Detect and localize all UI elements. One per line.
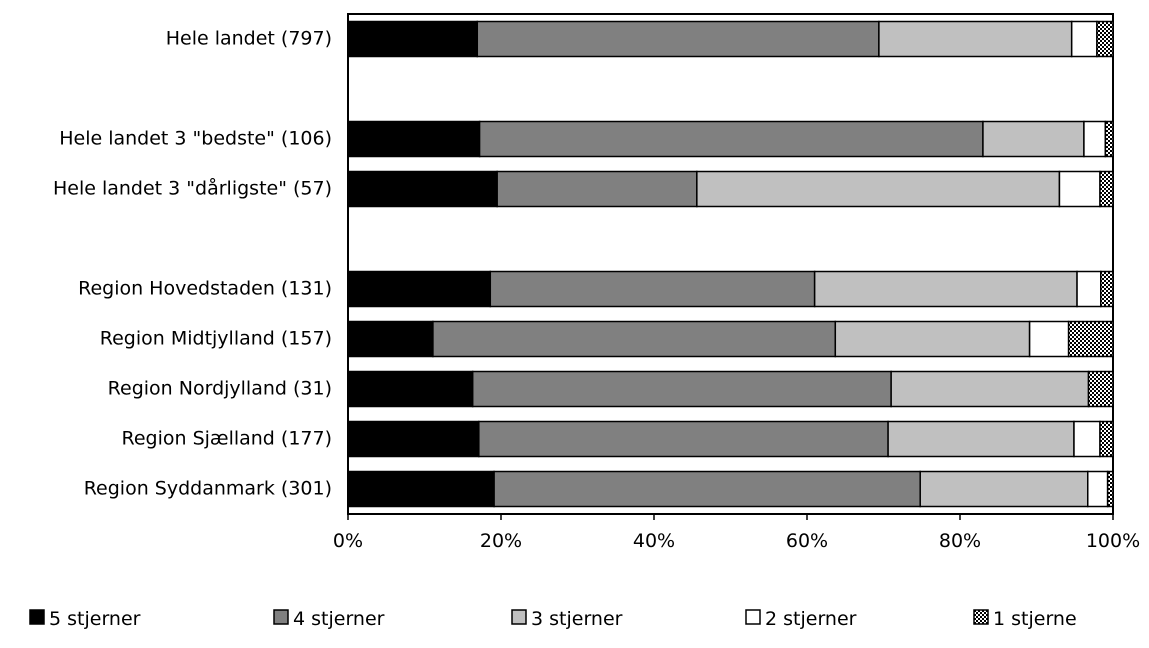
category-label: Region Midtjylland (157): [100, 328, 332, 350]
bar-segment: [347, 370, 474, 408]
bar-segment: [1028, 320, 1070, 358]
x-tick-label: 40%: [633, 530, 675, 552]
x-tick-label: 60%: [786, 530, 828, 552]
bar-segment: [1076, 270, 1102, 308]
legend-label: 4 stjerner: [293, 608, 385, 630]
category-label: Region Nordjylland (31): [108, 378, 332, 400]
bar-segment: [347, 170, 498, 208]
bar-segment: [489, 270, 816, 308]
bar-segment: [476, 20, 880, 58]
category-label: Region Syddanmark (301): [84, 478, 332, 500]
x-tick-label: 0%: [333, 530, 363, 552]
bar-segment: [347, 420, 480, 458]
bar-segment: [1106, 470, 1114, 508]
bar-segment: [1100, 270, 1114, 308]
bar-segment: [813, 270, 1078, 308]
legend: 5 stjerner 4 stjerner 3 stjerner 2 stjerner…: [29, 608, 1077, 630]
bar-segment: [1104, 120, 1114, 158]
legend-swatch: [511, 609, 527, 625]
bar-segment: [478, 120, 984, 158]
bar-segment: [1099, 170, 1114, 208]
bar-segment: [1099, 420, 1114, 458]
legend-label: 3 stjerner: [531, 608, 623, 630]
bar-segment: [478, 420, 889, 458]
legend-label: 5 stjerner: [49, 608, 141, 630]
x-tick-label: 80%: [939, 530, 981, 552]
category-label: Hele landet 3 "bedste" (106): [59, 128, 332, 150]
plot-border: [347, 13, 1114, 515]
bar-segment: [1067, 320, 1114, 358]
bars: [347, 20, 1114, 508]
bar-segment: [696, 170, 1061, 208]
category-label: Hele landet (797): [166, 28, 332, 50]
bar-segment: [1087, 370, 1114, 408]
plot-area: [347, 13, 1114, 515]
bar-segment: [834, 320, 1031, 358]
x-axis: 0% 20% 40% 60% 80% 100%: [333, 514, 1140, 552]
bar-segment: [347, 320, 434, 358]
bar-segment: [878, 20, 1073, 58]
bar-segment: [1073, 420, 1101, 458]
bar-segment: [982, 120, 1085, 158]
legend-swatch: [745, 609, 761, 625]
bar-segment: [493, 470, 921, 508]
bar-segment: [1070, 20, 1098, 58]
bar-segment: [347, 270, 492, 308]
bar-segment: [1058, 170, 1101, 208]
category-label: Region Sjælland (177): [121, 428, 332, 450]
bar-segment: [347, 20, 479, 58]
category-label: Hele landet 3 "dårligste" (57): [53, 177, 332, 200]
bar-segment: [471, 370, 892, 408]
legend-label: 1 stjerne: [993, 608, 1077, 630]
bar-segment: [1087, 470, 1109, 508]
category-label: Region Hovedstaden (131): [78, 278, 332, 300]
bar-segment: [347, 470, 495, 508]
bar-segment: [1096, 20, 1114, 58]
legend-label: 2 stjerner: [765, 608, 857, 630]
bar-segment: [496, 170, 698, 208]
bar-segment: [890, 370, 1090, 408]
legend-swatch: [29, 609, 45, 625]
legend-swatch: [273, 609, 289, 625]
bar-segment: [1083, 120, 1107, 158]
x-tick-label: 20%: [480, 530, 522, 552]
x-tick-label: 100%: [1086, 530, 1140, 552]
bar-segment: [347, 120, 481, 158]
bar-segment: [432, 320, 837, 358]
bar-segment: [887, 420, 1075, 458]
category-labels: Hele landet (797) Hele landet 3 "bedste" …: [53, 28, 332, 500]
legend-swatch: [973, 609, 989, 625]
bar-segment: [919, 470, 1089, 508]
